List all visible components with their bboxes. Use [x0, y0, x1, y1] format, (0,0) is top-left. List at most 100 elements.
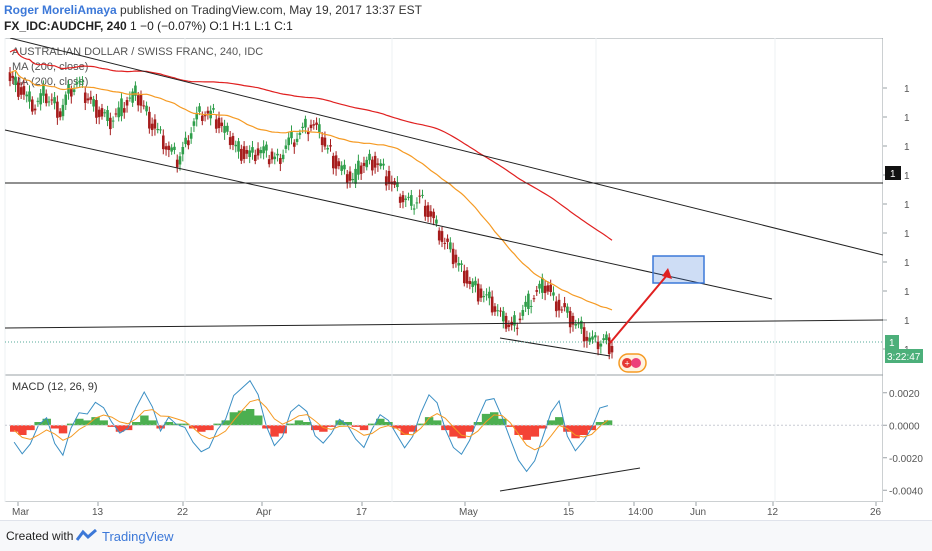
divergence-macd-line[interactable] — [499, 467, 641, 492]
candle-body — [125, 100, 129, 106]
candle-body — [301, 126, 304, 128]
target-zone-box[interactable] — [652, 255, 705, 284]
ohlc-readout: 1 −0 (−0.07%) O:1 H:1 L:1 C:1 — [130, 19, 293, 33]
macd-bar — [188, 425, 198, 429]
candle-body — [362, 162, 366, 166]
candle-body — [295, 138, 299, 142]
candle-body — [198, 106, 201, 112]
price-tick-label: 1 — [904, 316, 910, 327]
macd-bar — [26, 425, 35, 431]
time-tick-label: 12 — [767, 507, 779, 518]
candle-body — [476, 283, 480, 302]
publish-line: Roger MoreliAmaya published on TradingVi… — [4, 3, 422, 17]
macd-bar — [408, 425, 418, 432]
candle-body — [552, 292, 555, 296]
candle-body — [315, 122, 318, 125]
candle-body — [276, 153, 279, 156]
candle-body — [39, 93, 42, 105]
candle-body — [440, 231, 444, 242]
chart-header: Roger MoreliAmaya published on TradingVi… — [0, 0, 932, 38]
candle-body — [479, 288, 483, 298]
candle-body — [557, 299, 561, 311]
candle-body — [499, 310, 502, 312]
macd-bar — [18, 425, 27, 435]
macd-bar — [351, 425, 361, 427]
candle-body — [242, 146, 246, 160]
macd-bar — [392, 425, 401, 429]
candle-body — [89, 96, 93, 100]
candle-body — [354, 168, 357, 184]
macd-bar — [237, 410, 247, 426]
candle-body — [70, 88, 73, 97]
candle-body — [568, 311, 572, 328]
candle-body — [287, 137, 291, 146]
tradingview-brand-link[interactable]: TradingView — [102, 529, 174, 544]
candle-body — [145, 105, 148, 112]
author-link[interactable]: Roger MoreliAmaya — [4, 3, 117, 17]
channel-upper-trendline[interactable] — [9, 38, 884, 256]
candle-body — [290, 131, 293, 139]
time-tick-label: 17 — [356, 507, 368, 518]
tradingview-logo-icon[interactable] — [76, 529, 98, 543]
candle-body — [384, 176, 388, 186]
macd-bar — [286, 423, 296, 426]
symbol-label[interactable]: FX_IDC:AUDCHF, 240 — [4, 19, 127, 33]
candle-body — [460, 263, 463, 265]
candle-body — [19, 87, 23, 95]
macd-bar — [319, 425, 328, 432]
candle-body — [136, 95, 140, 106]
candle-body — [546, 285, 550, 292]
candle-body — [159, 129, 162, 131]
candle-body — [566, 306, 569, 313]
candle-body — [334, 155, 338, 169]
candle-body — [284, 145, 288, 149]
trading-chart[interactable]: AUSTRALIAN DOLLAR / SWISS FRANC, 240, ID… — [0, 38, 932, 520]
candle-body — [518, 318, 522, 321]
candle-body — [351, 179, 355, 181]
candle-body — [507, 324, 511, 328]
candle-body — [541, 277, 544, 293]
candle-body — [228, 137, 232, 146]
macd-bar — [343, 422, 352, 426]
channel-lower-trendline[interactable] — [4, 129, 773, 300]
candle-body — [265, 144, 268, 151]
candle-body — [47, 101, 51, 103]
candle-body — [532, 298, 536, 300]
candle-body — [173, 146, 176, 150]
event-badge[interactable]: + — [618, 353, 647, 373]
projection-arrow[interactable] — [609, 273, 669, 344]
macd-bar — [514, 425, 523, 435]
candle-body — [560, 309, 564, 311]
candle-body — [139, 94, 143, 106]
macd-bar — [579, 425, 588, 435]
support-trendline[interactable] — [4, 319, 884, 329]
candle-body — [164, 146, 168, 150]
candle-body — [181, 146, 185, 155]
candle-body — [574, 324, 578, 326]
macd-bar — [384, 422, 393, 426]
macd-bar — [294, 420, 304, 426]
candle-body — [348, 171, 352, 181]
macd-bar — [91, 417, 100, 426]
candle-body — [535, 290, 539, 292]
candle-body — [379, 163, 382, 167]
macd-bar — [180, 423, 190, 426]
candle-body — [259, 150, 263, 154]
divergence-price-line[interactable] — [499, 337, 611, 357]
candle-body — [538, 283, 541, 289]
candle-body — [423, 205, 427, 217]
candle-body — [83, 92, 87, 103]
candle-body — [521, 310, 525, 316]
macd-bar — [433, 420, 442, 426]
macd-bar — [424, 417, 434, 426]
candle-body — [148, 111, 151, 129]
macd-bar — [66, 423, 76, 426]
candle-body — [17, 82, 20, 97]
macd-bar — [107, 425, 117, 427]
macd-bar — [416, 423, 426, 426]
macd-tick-label: -0.0020 — [889, 454, 923, 465]
macd-bar — [546, 420, 556, 426]
time-tick-label: Jun — [690, 507, 706, 518]
candle-body — [56, 101, 59, 118]
macd-bar — [148, 420, 157, 426]
